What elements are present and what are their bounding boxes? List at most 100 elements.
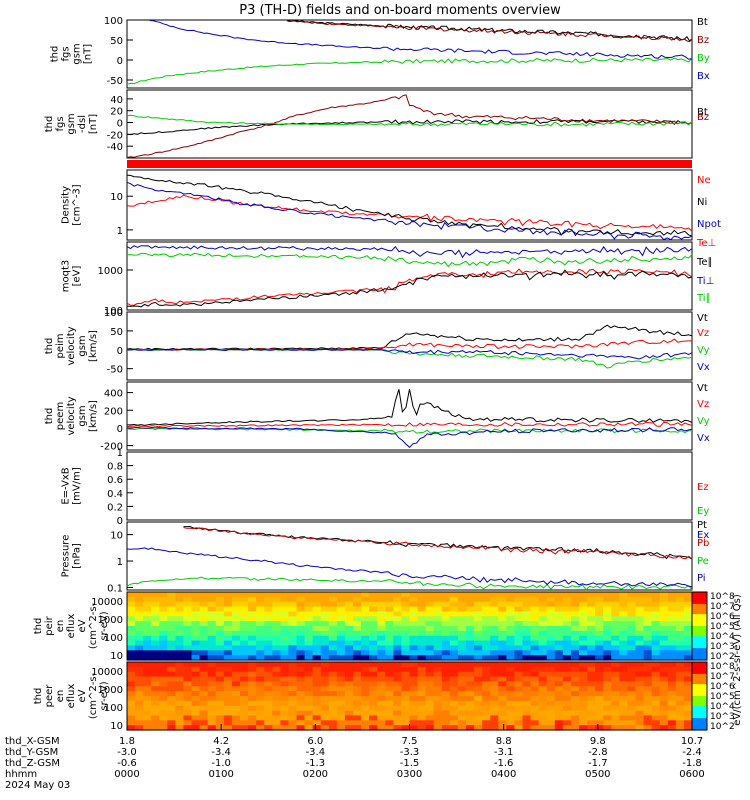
y-label-line: eflux [66,614,77,639]
spectrogram-cell [409,616,419,622]
spectrogram-cell [449,601,459,608]
spectrogram-cell [248,621,257,627]
spectrogram-cell [231,611,241,617]
spectrogram-cell [312,650,322,656]
y-label-line: [mV/m] [72,467,83,505]
colorbar-frame [691,661,708,731]
spectrogram-cell [683,596,693,603]
spectrogram-cell [280,715,290,721]
spectrogram-cell [433,715,443,721]
spectrogram-cell [143,596,152,603]
spectrogram-cell [506,696,516,702]
spectrogram-cell [425,606,435,613]
spectrogram-cell [223,725,233,731]
spectrogram-cell [579,655,588,661]
spectrogram-cell [159,650,168,656]
spectrogram-cell [183,671,193,678]
spectrogram-cell [659,655,669,661]
spectrogram-cell [425,621,435,627]
spectrogram-cell [619,720,629,726]
spectrogram-cell [659,671,669,678]
spectrogram-cell [667,715,677,721]
y-axis-label: thd peem velocity gsm [km/s] [44,396,99,435]
y-label-line: thd [33,618,44,635]
spectrogram-cell [361,725,370,731]
y-label-line: eV [77,619,88,632]
spectrogram-cell [441,686,451,692]
spectrogram-cell [579,630,588,637]
spectrogram-cell [361,616,370,622]
spectrogram-cell [490,715,499,721]
spectrogram-cell [215,640,225,647]
spectrogram-cell [449,621,459,627]
spectrogram-cell [554,676,564,683]
spectrogram-cell [522,616,532,622]
spectrogram-cell [175,710,185,717]
spectrogram-cell [127,601,136,608]
spectrogram-cell [441,725,451,731]
spectrogram-cell [328,686,338,692]
spectrogram-cell [135,640,144,647]
spectrogram-cell [595,666,604,673]
spectrogram-cell [135,710,144,717]
spectrogram-cell [385,725,394,731]
colorbar-cell [692,685,707,689]
spectrogram-cell [579,696,588,702]
spectrogram-cell [401,635,411,642]
spectrogram-cell [288,662,298,668]
spectrogram-cell [417,611,427,617]
y-tick-label: 20 [110,107,123,118]
spectrogram-cell [159,696,168,702]
spectrogram-cell [530,635,540,642]
spectrogram-cell [595,596,604,603]
spectrogram-cell [344,691,354,697]
colorbar-2: 10^810^710^610^510^410^310^2 [691,661,735,732]
spectrogram-cell [643,720,653,726]
spectrogram-cell [135,700,144,707]
spectrogram-cell [248,725,257,731]
spectrogram-cell [199,626,209,632]
spectrogram-cell [603,662,612,668]
spectrogram-cell [457,645,467,651]
spectrogram-cell [417,626,427,632]
spectrogram-cell [579,621,588,627]
spectrogram-cell [675,626,685,632]
spectrogram-cell [457,640,467,647]
spectrogram-cell [611,691,620,697]
colorbar-tick-label: 10^4 [710,632,735,642]
spectrogram-cell [635,686,645,692]
spectrogram-cell [143,691,152,697]
spectrogram-cell [466,691,475,697]
spectrogram-cell [627,705,637,712]
spectrogram-cell [570,671,580,678]
spectrogram-cell [143,630,152,637]
spectrogram-cell [127,650,136,656]
y-axis-label: E=-VxB [mV/m] [61,467,83,505]
spectrogram-cell [659,676,669,683]
spectrogram-cell [611,700,620,707]
y-tick-label: 0 [117,346,123,357]
spectrogram-cell [546,596,556,603]
spectrogram-cell [433,681,443,687]
spectrogram-cell [167,596,177,603]
spectrogram-cell [207,691,217,697]
spectrogram-cell [320,705,330,712]
spectrogram-cell [667,601,677,608]
spectrogram-cell [280,592,290,598]
y-tick-label: 1 [117,557,123,568]
spectrogram-cell [215,725,225,731]
colorbar-cell [692,639,707,642]
spectrogram-cell [441,611,451,617]
spectrogram-cell [280,640,290,647]
spectrogram-cell [538,696,548,702]
spectrogram-cell [514,601,524,608]
spectrogram-cell [336,705,346,712]
spectrogram-cell [570,601,580,608]
spectrogram-cell [425,681,435,687]
spectrogram-cell [425,691,435,697]
spectrogram-cell [280,611,290,617]
spectrogram-cell [320,720,330,726]
spectrogram-cell [595,616,604,622]
spectrogram-cell [191,691,201,697]
spectrogram-cell [449,671,459,678]
